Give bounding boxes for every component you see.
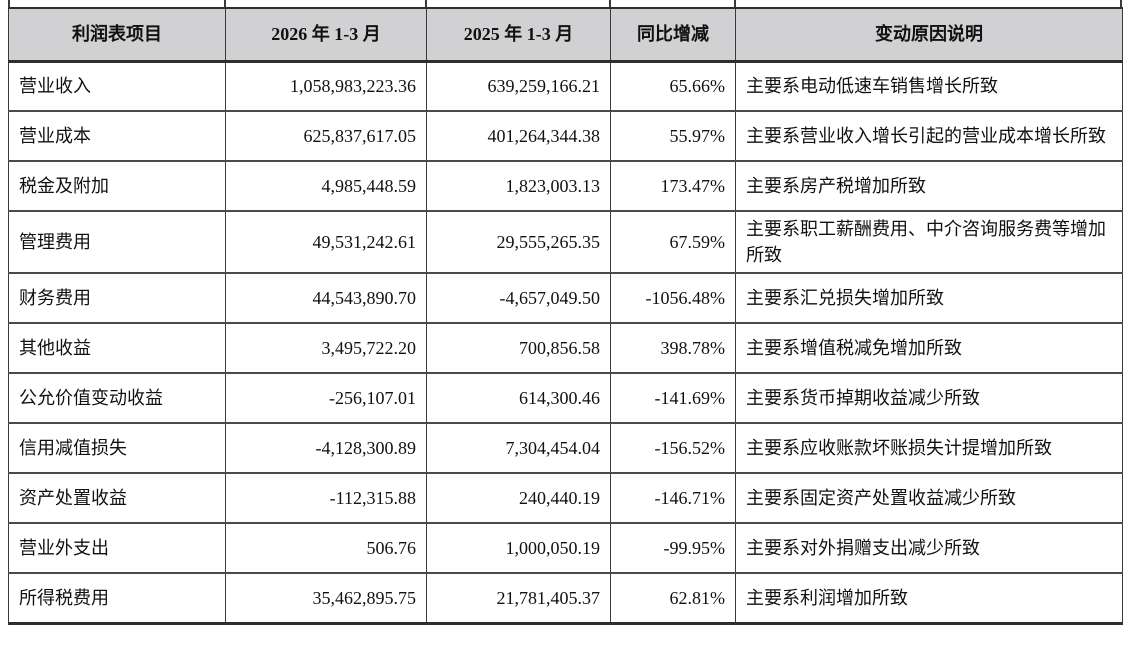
cell-yoy-change: 62.81% [610,572,736,625]
cell-value-2025: 21,781,405.37 [426,572,611,625]
cell-change-reason: 主要系增值税减免增加所致 [735,322,1123,375]
cell-yoy-change: 398.78% [610,322,736,375]
cell-value-2025: 700,856.58 [426,322,611,375]
cell-item: 其他收益 [8,322,226,375]
cell-item: 所得税费用 [8,572,226,625]
table-top-border-stub [425,0,427,8]
cell-value-2026: -4,128,300.89 [225,422,427,475]
cell-change-reason: 主要系职工薪酬费用、中介咨询服务费等增加所致 [735,209,1123,275]
cell-item: 营业收入 [8,60,226,112]
header-period-prior: 2025 年 1-3 月 [426,7,611,63]
table-top-border-stub [734,0,736,8]
table-row: 资产处置收益 -112,315.88 240,440.19 -146.71% 主… [8,472,1123,525]
cell-item: 公允价值变动收益 [8,372,226,425]
table-row: 财务费用 44,543,890.70 -4,657,049.50 -1056.4… [8,272,1123,325]
cell-item: 营业成本 [8,110,226,162]
cell-value-2026: 1,058,983,223.36 [225,60,427,112]
profit-table-wrap: 利润表项目 2026 年 1-3 月 2025 年 1-3 月 同比增减 变动原… [8,7,1123,625]
cell-value-2025: 1,823,003.13 [426,160,611,212]
cell-value-2026: 49,531,242.61 [225,209,427,275]
cell-value-2025: 1,000,050.19 [426,522,611,575]
table-top-border-stub [609,0,611,8]
cell-yoy-change: -1056.48% [610,272,736,325]
table-row: 营业外支出 506.76 1,000,050.19 -99.95% 主要系对外捐… [8,522,1123,575]
table-top-border-stub [8,0,10,8]
cell-value-2026: 44,543,890.70 [225,272,427,325]
cell-yoy-change: 67.59% [610,209,736,275]
table-row: 公允价值变动收益 -256,107.01 614,300.46 -141.69%… [8,372,1123,425]
cell-value-2025: 7,304,454.04 [426,422,611,475]
cell-change-reason: 主要系汇兑损失增加所致 [735,272,1123,325]
table-row: 营业成本 625,837,617.05 401,264,344.38 55.97… [8,110,1123,162]
cell-yoy-change: 173.47% [610,160,736,212]
table-row: 税金及附加 4,985,448.59 1,823,003.13 173.47% … [8,160,1123,212]
cell-value-2025: 401,264,344.38 [426,110,611,162]
table-row: 信用减值损失 -4,128,300.89 7,304,454.04 -156.5… [8,422,1123,475]
header-period-current: 2026 年 1-3 月 [225,7,427,63]
header-row: 利润表项目 2026 年 1-3 月 2025 年 1-3 月 同比增减 变动原… [8,7,1123,63]
profit-statement-table: 利润表项目 2026 年 1-3 月 2025 年 1-3 月 同比增减 变动原… [8,7,1123,625]
cell-change-reason: 主要系利润增加所致 [735,572,1123,625]
cell-yoy-change: -156.52% [610,422,736,475]
header-reason: 变动原因说明 [735,7,1123,63]
cell-yoy-change: 55.97% [610,110,736,162]
cell-item: 税金及附加 [8,160,226,212]
cell-item: 管理费用 [8,209,226,275]
table-row: 营业收入 1,058,983,223.36 639,259,166.21 65.… [8,60,1123,112]
cell-change-reason: 主要系货币掉期收益减少所致 [735,372,1123,425]
cell-value-2026: -112,315.88 [225,472,427,525]
table-row: 其他收益 3,495,722.20 700,856.58 398.78% 主要系… [8,322,1123,375]
table-row: 所得税费用 35,462,895.75 21,781,405.37 62.81%… [8,572,1123,625]
cell-value-2025: 29,555,265.35 [426,209,611,275]
cell-yoy-change: -99.95% [610,522,736,575]
cell-value-2025: -4,657,049.50 [426,272,611,325]
cell-yoy-change: -146.71% [610,472,736,525]
header-yoy: 同比增减 [610,7,736,63]
cell-value-2026: -256,107.01 [225,372,427,425]
cell-change-reason: 主要系房产税增加所致 [735,160,1123,212]
cell-value-2025: 639,259,166.21 [426,60,611,112]
cell-change-reason: 主要系固定资产处置收益减少所致 [735,472,1123,525]
header-item: 利润表项目 [8,7,226,63]
cell-yoy-change: 65.66% [610,60,736,112]
cell-yoy-change: -141.69% [610,372,736,425]
cell-value-2026: 4,985,448.59 [225,160,427,212]
cell-change-reason: 主要系营业收入增长引起的营业成本增长所致 [735,110,1123,162]
cell-change-reason: 主要系应收账款坏账损失计提增加所致 [735,422,1123,475]
cell-value-2026: 35,462,895.75 [225,572,427,625]
cell-item: 财务费用 [8,272,226,325]
cell-item: 资产处置收益 [8,472,226,525]
table-top-border-stub [1120,0,1122,8]
cell-item: 营业外支出 [8,522,226,575]
cell-change-reason: 主要系对外捐赠支出减少所致 [735,522,1123,575]
cell-change-reason: 主要系电动低速车销售增长所致 [735,60,1123,112]
cell-value-2026: 3,495,722.20 [225,322,427,375]
cell-value-2026: 625,837,617.05 [225,110,427,162]
cell-value-2026: 506.76 [225,522,427,575]
table-row: 管理费用 49,531,242.61 29,555,265.35 67.59% … [8,209,1123,275]
table-top-border-stub [224,0,226,8]
cell-item: 信用减值损失 [8,422,226,475]
cell-value-2025: 614,300.46 [426,372,611,425]
cell-value-2025: 240,440.19 [426,472,611,525]
